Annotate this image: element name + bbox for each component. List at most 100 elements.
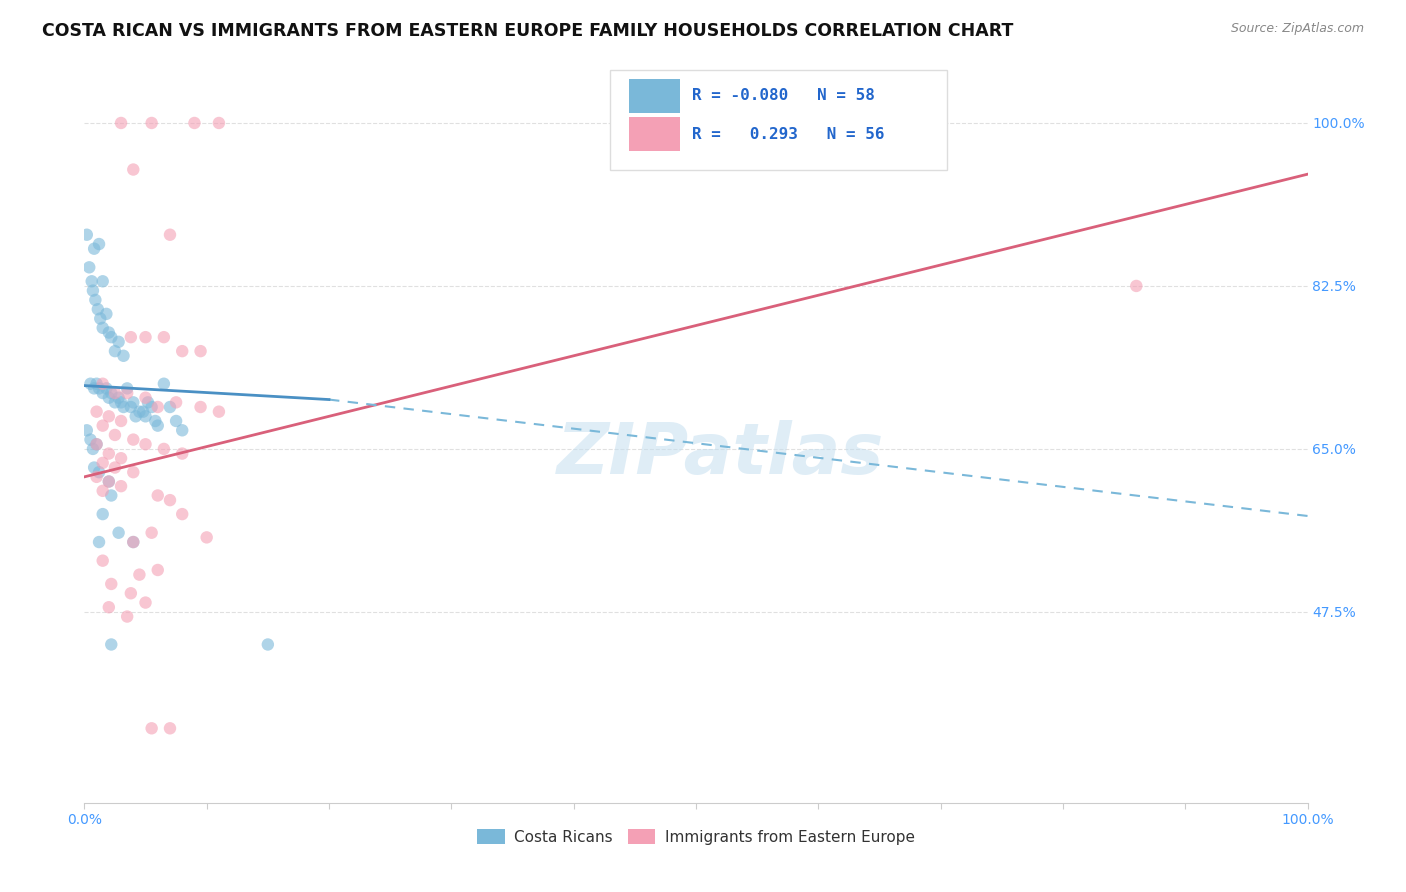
Point bbox=[141, 721, 163, 735]
Point bbox=[136, 395, 159, 409]
Point bbox=[112, 400, 135, 414]
Point bbox=[195, 530, 218, 544]
Point bbox=[97, 475, 120, 489]
Point bbox=[87, 302, 110, 317]
Point bbox=[120, 330, 142, 344]
FancyBboxPatch shape bbox=[628, 117, 681, 152]
Point bbox=[135, 409, 157, 424]
Point bbox=[120, 586, 142, 600]
Point bbox=[91, 376, 114, 391]
Point bbox=[107, 391, 129, 405]
Point bbox=[82, 284, 104, 298]
Point bbox=[87, 535, 110, 549]
Point bbox=[91, 507, 114, 521]
Point bbox=[122, 535, 145, 549]
Point bbox=[87, 465, 110, 479]
FancyBboxPatch shape bbox=[610, 70, 946, 169]
FancyBboxPatch shape bbox=[628, 78, 681, 112]
Point bbox=[100, 488, 122, 502]
Point bbox=[135, 437, 157, 451]
Point bbox=[208, 116, 231, 130]
Point bbox=[159, 493, 181, 508]
Point bbox=[122, 162, 145, 177]
Point bbox=[115, 381, 138, 395]
Point bbox=[172, 446, 194, 460]
Point bbox=[91, 554, 114, 568]
Point bbox=[120, 400, 142, 414]
Point bbox=[146, 488, 169, 502]
Point bbox=[96, 381, 118, 395]
Text: Source: ZipAtlas.com: Source: ZipAtlas.com bbox=[1230, 22, 1364, 36]
Point bbox=[159, 400, 181, 414]
Point bbox=[89, 311, 111, 326]
Point bbox=[190, 344, 212, 359]
Point bbox=[146, 400, 169, 414]
Point bbox=[86, 470, 108, 484]
Point bbox=[165, 395, 187, 409]
Point bbox=[159, 227, 181, 242]
Point bbox=[86, 376, 108, 391]
Point bbox=[87, 381, 110, 395]
Point bbox=[77, 260, 100, 275]
Point bbox=[97, 446, 120, 460]
Point bbox=[172, 423, 194, 437]
Point bbox=[83, 460, 105, 475]
Point bbox=[122, 465, 145, 479]
Point bbox=[104, 386, 127, 401]
Point bbox=[97, 391, 120, 405]
Point bbox=[112, 349, 135, 363]
Point bbox=[96, 307, 118, 321]
Point bbox=[91, 386, 114, 401]
Point bbox=[110, 414, 132, 428]
Point bbox=[141, 400, 163, 414]
Point bbox=[146, 563, 169, 577]
Point bbox=[110, 451, 132, 466]
Point bbox=[125, 409, 148, 424]
Point bbox=[143, 414, 166, 428]
Point bbox=[79, 433, 101, 447]
Point bbox=[257, 638, 280, 652]
Point bbox=[146, 418, 169, 433]
Point bbox=[100, 330, 122, 344]
Text: COSTA RICAN VS IMMIGRANTS FROM EASTERN EUROPE FAMILY HOUSEHOLDS CORRELATION CHAR: COSTA RICAN VS IMMIGRANTS FROM EASTERN E… bbox=[42, 22, 1014, 40]
Point bbox=[110, 116, 132, 130]
Point bbox=[122, 535, 145, 549]
Point bbox=[91, 418, 114, 433]
Point bbox=[190, 400, 212, 414]
Point bbox=[110, 395, 132, 409]
Text: ZIPatlas: ZIPatlas bbox=[557, 420, 884, 490]
Point bbox=[100, 638, 122, 652]
Point bbox=[107, 525, 129, 540]
Point bbox=[76, 227, 98, 242]
Point bbox=[165, 414, 187, 428]
Point bbox=[86, 437, 108, 451]
Point bbox=[97, 409, 120, 424]
Point bbox=[153, 376, 176, 391]
Point bbox=[132, 405, 155, 419]
Point bbox=[141, 525, 163, 540]
Point bbox=[122, 395, 145, 409]
Point bbox=[104, 395, 127, 409]
Point bbox=[86, 437, 108, 451]
Point bbox=[97, 475, 120, 489]
Point bbox=[135, 330, 157, 344]
Point bbox=[159, 721, 181, 735]
Point bbox=[83, 242, 105, 256]
Point bbox=[91, 483, 114, 498]
Text: R =   0.293   N = 56: R = 0.293 N = 56 bbox=[692, 127, 884, 142]
Text: R = -0.080   N = 58: R = -0.080 N = 58 bbox=[692, 88, 875, 103]
Point bbox=[135, 596, 157, 610]
Point bbox=[153, 330, 176, 344]
Point bbox=[128, 567, 150, 582]
Point bbox=[87, 237, 110, 252]
Point bbox=[107, 334, 129, 349]
Point bbox=[141, 116, 163, 130]
Point bbox=[122, 433, 145, 447]
Point bbox=[153, 442, 176, 456]
Point bbox=[104, 460, 127, 475]
Legend: Costa Ricans, Immigrants from Eastern Europe: Costa Ricans, Immigrants from Eastern Eu… bbox=[471, 822, 921, 851]
Point bbox=[110, 479, 132, 493]
Point bbox=[135, 391, 157, 405]
Point bbox=[100, 386, 122, 401]
Point bbox=[91, 321, 114, 335]
